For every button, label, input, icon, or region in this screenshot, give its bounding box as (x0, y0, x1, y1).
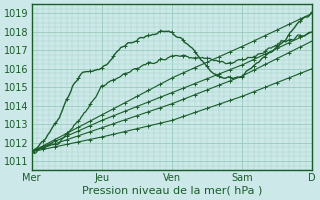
X-axis label: Pression niveau de la mer( hPa ): Pression niveau de la mer( hPa ) (82, 186, 262, 196)
